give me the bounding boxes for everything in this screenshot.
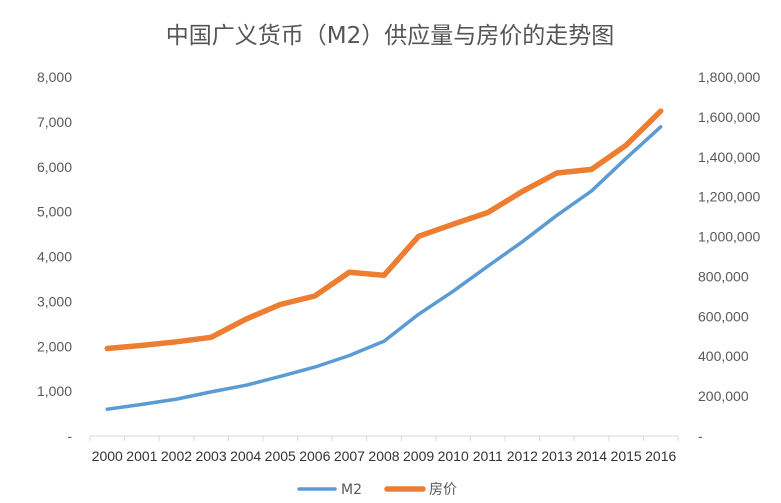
x-tick-label: 2007 bbox=[334, 448, 365, 464]
y-right-tick-label: 1,200,000 bbox=[698, 189, 760, 205]
y-left-tick-label: - bbox=[67, 428, 72, 444]
x-tick-label: 2010 bbox=[438, 448, 469, 464]
series-line-m2 bbox=[105, 125, 663, 411]
y-right-tick-label: - bbox=[698, 428, 703, 444]
x-axis: 2000 2001 2002 2003 2004 2005 2006 2007 2008 2009… bbox=[89, 435, 679, 464]
y-right-tick-label: 1,400,000 bbox=[698, 149, 760, 165]
y-left-tick-label: 1,000 bbox=[37, 383, 72, 399]
x-tick-label: 2008 bbox=[368, 448, 399, 464]
y-left-tick-label: 4,000 bbox=[37, 249, 72, 265]
y-left-tick-label: 6,000 bbox=[37, 159, 72, 175]
right-axis: - 200,000 400,000 600,000 800,000 1,000,000 1,… bbox=[698, 69, 760, 444]
x-tick-label: 2009 bbox=[403, 448, 434, 464]
y-right-tick-label: 600,000 bbox=[698, 308, 749, 324]
x-tick-label: 2016 bbox=[645, 448, 676, 464]
y-left-tick-label: 3,000 bbox=[37, 293, 72, 309]
y-right-tick-label: 400,000 bbox=[698, 348, 749, 364]
x-tick-label: 2011 bbox=[473, 448, 503, 464]
legend: M2 房价 bbox=[297, 482, 457, 498]
y-left-tick-label: 2,000 bbox=[37, 338, 72, 354]
x-tick-label: 2003 bbox=[195, 448, 226, 464]
y-right-tick-label: 1,800,000 bbox=[698, 69, 760, 85]
chart-title: 中国广义货币（M2）供应量与房价的走势图 bbox=[166, 23, 614, 49]
y-left-tick-label: 7,000 bbox=[37, 114, 72, 130]
y-right-tick-label: 200,000 bbox=[698, 388, 749, 404]
series-line-house-price bbox=[104, 108, 664, 352]
y-left-tick-label: 5,000 bbox=[37, 204, 72, 220]
x-tick-label: 2000 bbox=[92, 448, 123, 464]
x-tick-label: 2014 bbox=[576, 448, 607, 464]
x-tick-label: 2015 bbox=[611, 448, 642, 464]
left-axis: - 1,000 2,000 3,000 4,000 5,000 6,000 7,000 8,00… bbox=[37, 69, 72, 444]
x-tick-label: 2005 bbox=[265, 448, 296, 464]
y-right-tick-label: 800,000 bbox=[698, 268, 749, 284]
legend-label: M2 bbox=[341, 482, 362, 498]
x-tick-label: 2004 bbox=[230, 448, 261, 464]
x-tick-label: 2013 bbox=[541, 448, 572, 464]
legend-label: 房价 bbox=[429, 482, 457, 498]
series-layer bbox=[104, 108, 664, 411]
x-tick-label: 2002 bbox=[161, 448, 192, 464]
x-tick-label: 2006 bbox=[299, 448, 330, 464]
y-right-tick-label: 1,000,000 bbox=[698, 229, 760, 245]
x-tick-label: 2012 bbox=[507, 448, 538, 464]
x-tick-label: 2001 bbox=[126, 448, 157, 464]
y-left-tick-label: 8,000 bbox=[37, 69, 72, 85]
y-right-tick-label: 1,600,000 bbox=[698, 109, 760, 125]
